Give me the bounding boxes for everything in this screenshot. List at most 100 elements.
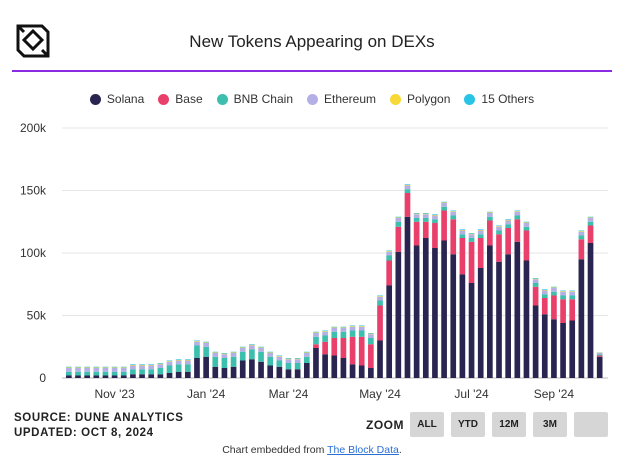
bar-segment-15-others — [377, 295, 383, 297]
bar-segment-bnb-chain — [468, 238, 475, 242]
legend-item-bnb-chain[interactable]: BNB Chain — [216, 92, 293, 106]
bar-segment-15-others — [75, 366, 81, 368]
bar-segment-15-others — [541, 289, 548, 290]
bar-segment-ethereum — [349, 326, 356, 331]
embed-credit: Chart embedded from The Block Data. — [0, 444, 624, 456]
bar-segment-base — [404, 193, 411, 217]
legend-item-15-others[interactable]: 15 Others — [464, 92, 534, 106]
bar-segment-ethereum — [203, 343, 209, 347]
source-block: SOURCE: DUNE ANALYTICS UPDATED: OCT 8, 2… — [14, 411, 184, 441]
bar-segment-bnb-chain — [148, 369, 155, 375]
bar-segment-polygon — [487, 212, 493, 213]
bar-segment-polygon — [340, 327, 347, 328]
bar-segment-ethereum — [340, 328, 347, 332]
bar-segment-15-others — [532, 278, 539, 279]
bar-segment-polygon — [221, 353, 228, 355]
bar-segment-15-others — [203, 341, 209, 343]
bar-segment-ethereum — [139, 365, 145, 370]
zoom-all-button[interactable]: ALL — [410, 412, 444, 437]
zoom-3m-button[interactable]: 3M — [533, 412, 567, 437]
bar-segment-solana — [75, 375, 81, 378]
bar-segment-solana — [541, 314, 548, 378]
bar-segment-base — [532, 286, 539, 306]
bar-segment-base — [459, 238, 466, 275]
bar-segment-polygon — [331, 327, 338, 328]
bar-segment-solana — [285, 369, 292, 378]
bar-segment-polygon — [560, 291, 566, 292]
the-block-data-link[interactable]: The Block Data — [327, 444, 399, 456]
bar-segment-ethereum — [468, 234, 475, 238]
bar-segment-polygon — [587, 217, 594, 218]
zoom-ytd-button[interactable]: YTD — [451, 412, 485, 437]
zoom-label: ZOOM — [366, 418, 404, 432]
bar-segment-bnb-chain — [303, 356, 310, 363]
bar-segment-15-others — [477, 229, 484, 230]
bar-segment-15-others — [157, 363, 164, 364]
bar-segment-bnb-chain — [166, 365, 173, 373]
bar-segment-polygon — [148, 364, 155, 366]
bar-segment-bnb-chain — [587, 221, 594, 226]
bar-segment-15-others — [258, 346, 264, 348]
bar-segment-bnb-chain — [111, 371, 118, 376]
x-tick-label: May '24 — [359, 387, 401, 401]
chart-legend: Solana Base BNB Chain Ethereum Polygon 15 Oth… — [0, 92, 624, 106]
y-tick-label: 100k — [20, 246, 47, 260]
legend-item-solana[interactable]: Solana — [89, 92, 144, 106]
bar-segment-solana — [422, 238, 429, 378]
bar-segment-polygon — [276, 356, 283, 357]
bar-segment-bnb-chain — [276, 360, 283, 367]
zoom-extra-button[interactable] — [574, 412, 608, 437]
bar-segment-base — [377, 305, 383, 341]
bar-segment-solana — [221, 368, 228, 378]
legend-item-ethereum[interactable]: Ethereum — [307, 92, 376, 106]
bar-segment-polygon — [422, 213, 429, 215]
bar-segment-15-others — [102, 366, 109, 368]
bar-segment-ethereum — [276, 356, 283, 361]
bar-segment-ethereum — [459, 230, 466, 235]
updated-text: UPDATED: OCT 8, 2024 — [14, 427, 154, 439]
legend-label: Ethereum — [324, 92, 377, 106]
bar-segment-base — [322, 341, 328, 355]
bar-segment-polygon — [230, 352, 237, 353]
bar-segment-bnb-chain — [578, 235, 585, 240]
bar-segment-ethereum — [368, 334, 374, 338]
bar-segment-bnb-chain — [541, 294, 548, 298]
bar-segment-bnb-chain — [404, 189, 411, 193]
bar-segment-solana — [477, 268, 484, 378]
bar-segment-ethereum — [551, 288, 557, 292]
bar-segment-base — [386, 260, 393, 286]
bar-segment-ethereum — [303, 353, 310, 357]
bar-segment-solana — [303, 363, 310, 378]
bar-segment-solana — [450, 254, 457, 378]
bar-segment-solana — [120, 375, 127, 378]
bar-segment-solana — [441, 240, 447, 378]
bar-segment-bnb-chain — [93, 371, 100, 376]
bar-segment-polygon — [468, 233, 475, 235]
bar-segment-solana — [130, 374, 136, 378]
bar-segment-bnb-chain — [505, 224, 511, 228]
bar-segment-polygon — [413, 213, 420, 215]
bar-segment-solana — [249, 359, 255, 378]
bar-segment-solana — [514, 241, 521, 378]
bar-segment-polygon — [358, 326, 365, 327]
bar-segment-bnb-chain — [487, 216, 493, 221]
bar-segment-ethereum — [441, 203, 447, 207]
bar-segment-bnb-chain — [395, 221, 402, 227]
y-tick-label: 0 — [39, 371, 46, 385]
bar-segment-polygon — [569, 291, 576, 292]
bar-segment-polygon — [313, 332, 319, 333]
bar-segment-bnb-chain — [130, 369, 136, 375]
bar-segment-ethereum — [358, 326, 365, 331]
zoom-12m-button[interactable]: 12M — [492, 412, 526, 437]
bar-segment-solana — [578, 259, 585, 378]
bar-segment-polygon — [139, 364, 145, 366]
bar-segment-bnb-chain — [84, 371, 90, 376]
bar-segment-bnb-chain — [413, 218, 420, 222]
bar-segment-ethereum — [404, 185, 411, 190]
bar-segment-ethereum — [541, 290, 548, 295]
bar-segment-bnb-chain — [596, 354, 603, 356]
embed-suffix: . — [398, 444, 402, 456]
legend-item-base[interactable]: Base — [158, 92, 203, 106]
legend-item-polygon[interactable]: Polygon — [390, 92, 450, 106]
bar-segment-base — [596, 355, 603, 357]
